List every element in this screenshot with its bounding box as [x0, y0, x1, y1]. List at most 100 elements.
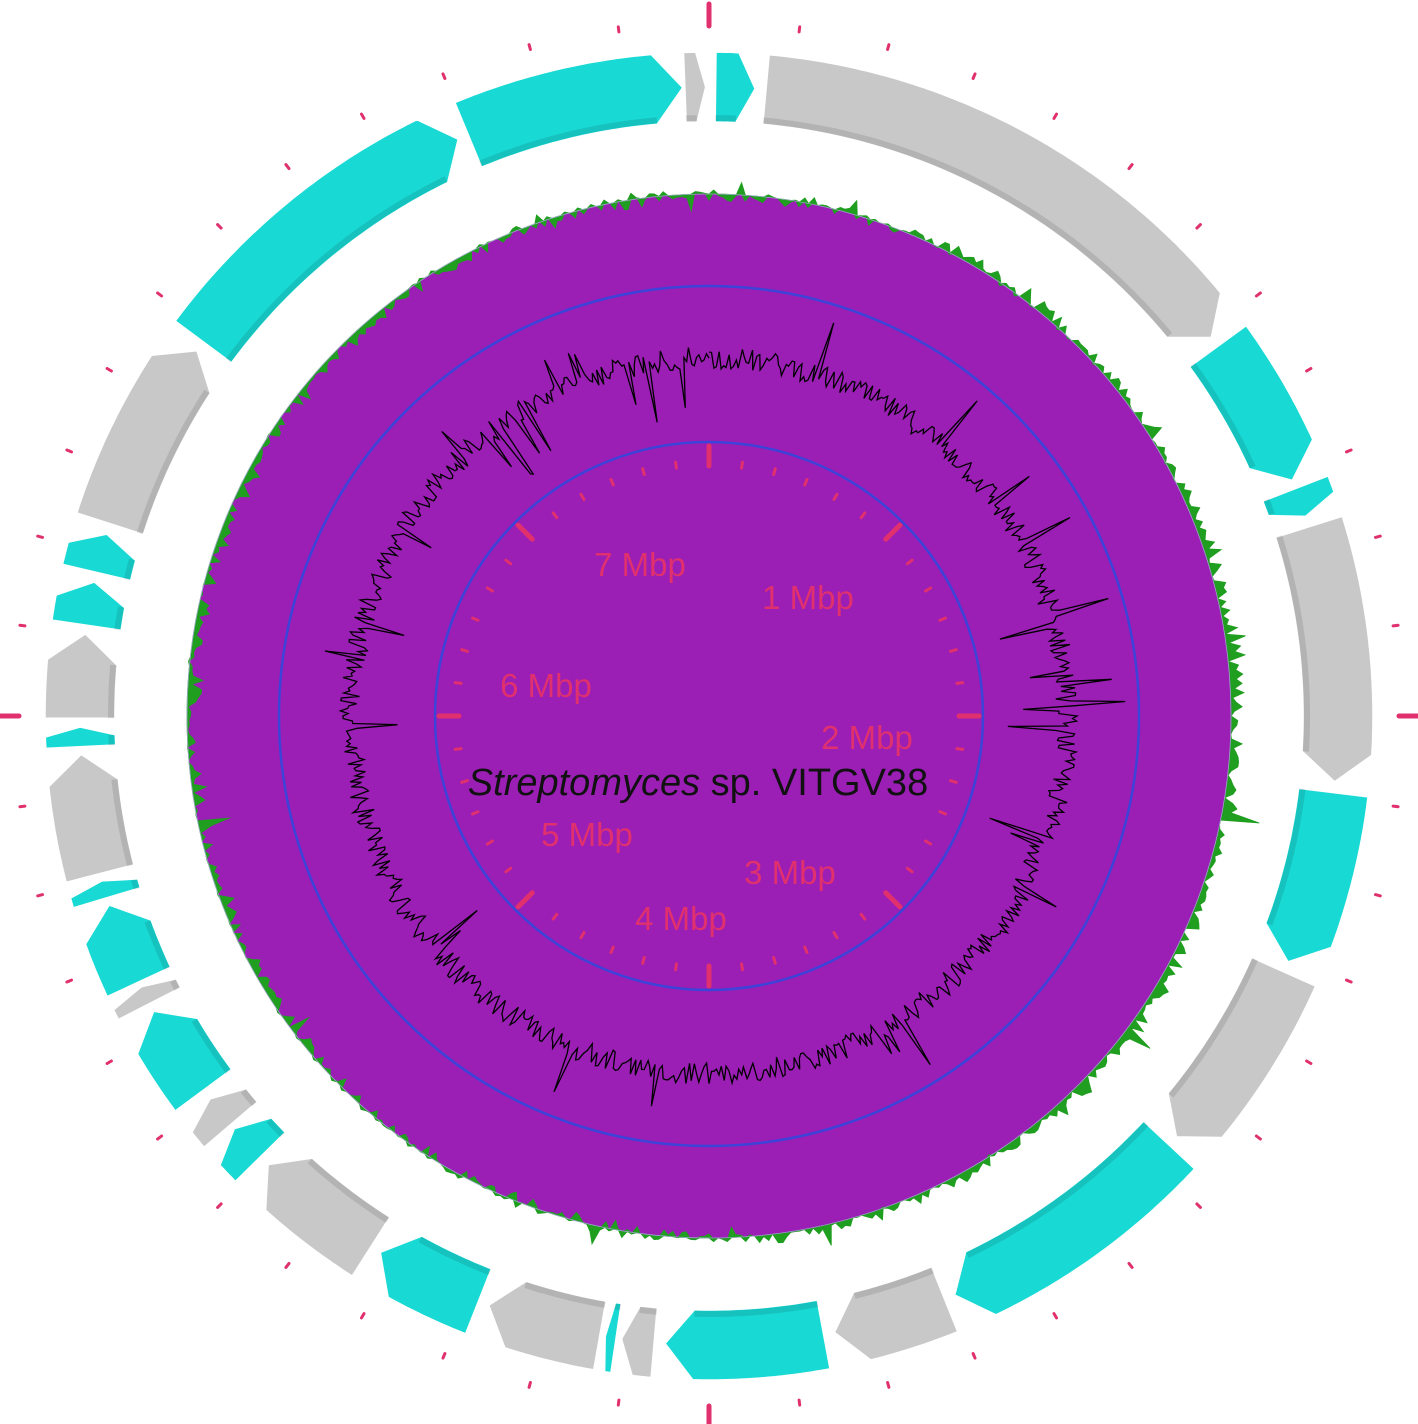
outer-tick-minor [527, 43, 532, 51]
contig-shadow [108, 664, 117, 719]
contig-segment [219, 1117, 287, 1183]
outer-tick-minor [360, 1312, 366, 1320]
contig-shadow [694, 1301, 819, 1317]
scale-label-2mbp: 2 Mbp [821, 719, 913, 756]
contig-shadow [191, 1018, 231, 1074]
inner-tick-minor [551, 511, 559, 520]
outer-tick-minor [1254, 291, 1262, 298]
contig-segment [664, 1299, 831, 1381]
contig-shadow [614, 1303, 622, 1311]
scale-label-4mbp: 4 Mbp [635, 900, 727, 937]
contig-segment [714, 51, 756, 124]
contig-shadow [1263, 498, 1275, 516]
contig-shadow [225, 176, 448, 363]
inner-tick-minor [485, 839, 494, 846]
outer-tick-minor [1345, 448, 1353, 454]
contig-shadow [131, 879, 140, 890]
outer-tick-minor [1374, 893, 1382, 898]
inner-tick-minor [905, 866, 914, 874]
outer-tick-minor [65, 978, 73, 984]
outer-tick-minor [886, 1381, 891, 1389]
inner-tick-minor [485, 586, 494, 593]
inner-tick-minor [803, 945, 809, 954]
contig-segment [84, 904, 172, 998]
scale-label-1mbp: 1 Mbp [762, 579, 854, 616]
scale-label-6mbp: 6 Mbp [500, 667, 592, 704]
inner-tick-minor [609, 478, 615, 487]
inner-tick-minor [674, 962, 678, 972]
outer-tick-minor [36, 893, 44, 898]
contig-segment [620, 1305, 659, 1379]
contig-shadow [307, 1158, 390, 1223]
inner-tick-minor [949, 648, 958, 653]
gc-skew-baseline [186, 193, 1232, 1239]
contig-segment [44, 632, 118, 720]
inner-tick-minor [859, 511, 867, 520]
inner-tick-minor [460, 779, 469, 784]
contig-shadow [966, 1121, 1149, 1259]
inner-tick-minor [949, 779, 958, 784]
contig-segment [379, 1235, 493, 1335]
contig-shadow [715, 115, 737, 122]
outer-tick-minor [441, 72, 447, 80]
contig-shadow [144, 920, 170, 970]
outer-backbone-circle [277, 284, 1141, 1148]
inner-tick-minor [772, 467, 777, 476]
contig-ring [44, 51, 1374, 1381]
outer-tick-minor [18, 804, 27, 809]
inner-tick-minor [609, 945, 615, 954]
inner-tick-minor [955, 747, 965, 751]
inner-tick-minor [579, 931, 586, 940]
inner-tick-marks [436, 443, 982, 989]
outer-tick-minor [1127, 163, 1134, 171]
inner-tick-major [883, 890, 903, 910]
inner-tick-minor [924, 586, 933, 593]
contig-shadow [1266, 788, 1306, 926]
contig-shadow [762, 117, 1173, 337]
contig-segment [1261, 474, 1335, 518]
outer-tick-minor [65, 448, 73, 454]
outer-tick-minor [36, 534, 44, 539]
contig-segment [136, 1010, 233, 1113]
outer-tick-minor [1345, 978, 1353, 984]
contig-segment [191, 1087, 259, 1149]
outer-tick-minor [216, 1202, 223, 1209]
gc-content-ring [324, 322, 1126, 1107]
inner-tick-major [515, 522, 535, 542]
inner-tick-minor [471, 810, 480, 816]
contig-segment [1188, 324, 1314, 482]
inner-backbone-circle [433, 440, 985, 992]
contig-segment [1167, 956, 1317, 1139]
outer-tick-minor [156, 1134, 164, 1141]
inner-tick-minor [471, 616, 480, 622]
contig-shadow [524, 1282, 606, 1308]
outer-tick-minor [886, 43, 891, 51]
outer-tick-minor [1391, 623, 1400, 628]
contig-segment [61, 533, 137, 582]
genome-title-strain: sp. VITGV38 [700, 762, 928, 804]
outer-tick-minor [360, 112, 366, 120]
contig-shadow [240, 1089, 257, 1107]
contig-shadow [1276, 535, 1310, 752]
contig-shadow [123, 558, 135, 581]
contig-shadow [1190, 362, 1256, 469]
contig-segment [69, 878, 142, 909]
inner-tick-minor [955, 681, 965, 685]
inner-tick-minor [460, 648, 469, 653]
outer-tick-minor [1391, 804, 1400, 809]
contig-segment [112, 978, 182, 1021]
outer-tick-minor [616, 1398, 621, 1407]
contig-segment [833, 1265, 959, 1361]
outer-tick-minor [797, 1398, 802, 1407]
scale-label-7mbp: 7 Mbp [594, 546, 686, 583]
contig-segment [264, 1157, 391, 1278]
inner-tick-minor [832, 931, 839, 940]
inner-tick-minor [453, 747, 463, 751]
gc-content-trace [324, 322, 1126, 1107]
outer-tick-minor [1254, 1134, 1262, 1141]
outer-tick-minor [1305, 1059, 1313, 1065]
contig-segment [44, 726, 117, 750]
outer-tick-minor [18, 623, 27, 628]
